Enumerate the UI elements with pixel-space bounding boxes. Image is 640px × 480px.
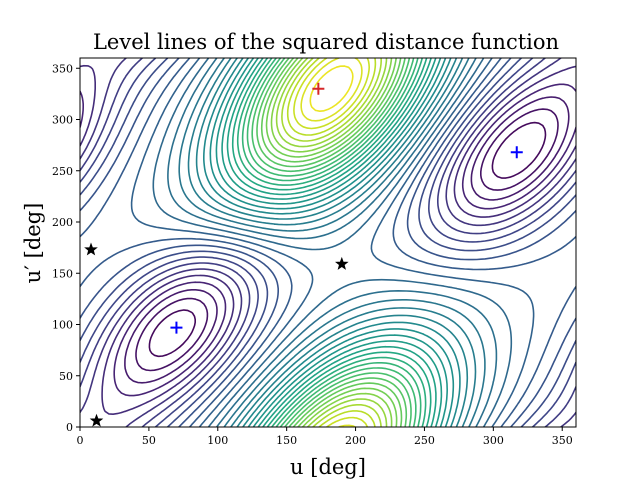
y-tick-label: 50 bbox=[59, 370, 73, 383]
contour-level bbox=[148, 121, 547, 358]
contour-level bbox=[246, 58, 417, 427]
contour-level bbox=[226, 58, 437, 427]
x-tick-label: 100 bbox=[207, 434, 228, 447]
contour-level bbox=[256, 58, 408, 427]
y-tick-label: 150 bbox=[52, 267, 73, 280]
contour-lines bbox=[80, 58, 576, 427]
contour-level bbox=[265, 58, 398, 427]
contour-level bbox=[135, 108, 559, 372]
contour-level bbox=[221, 58, 443, 427]
x-tick-label: 200 bbox=[345, 434, 366, 447]
contour-level bbox=[203, 58, 461, 427]
contour-level bbox=[80, 58, 576, 427]
plot-frame bbox=[79, 57, 577, 428]
contour-level bbox=[80, 83, 576, 397]
y-tick-label: 300 bbox=[52, 114, 73, 127]
x-tick-label: 150 bbox=[276, 434, 297, 447]
x-axis-ticks: 0 50 100 150 200 250 300 350 bbox=[77, 427, 573, 447]
x-tick-label: 250 bbox=[414, 434, 435, 447]
y-tick-label: 350 bbox=[52, 62, 73, 75]
contour-level bbox=[167, 58, 498, 427]
saddle-marker bbox=[89, 413, 104, 427]
contour-level bbox=[251, 58, 412, 427]
contour-level bbox=[80, 58, 576, 427]
x-tick-label: 0 bbox=[77, 434, 84, 447]
contour-level bbox=[187, 58, 477, 427]
maximum-marker bbox=[312, 82, 325, 95]
contour-level bbox=[260, 58, 403, 427]
contour-level bbox=[80, 64, 576, 415]
x-tick-label: 350 bbox=[552, 434, 573, 447]
contour-level bbox=[80, 58, 576, 427]
contour-level bbox=[241, 58, 422, 427]
y-tick-label: 0 bbox=[66, 421, 73, 434]
saddle-marker bbox=[84, 242, 98, 256]
y-tick-label: 200 bbox=[52, 216, 73, 229]
saddle-marker bbox=[335, 256, 349, 270]
minimum-marker bbox=[510, 146, 523, 159]
contour-level bbox=[80, 58, 576, 427]
contour-level bbox=[286, 58, 377, 427]
critical-point-markers bbox=[84, 82, 523, 427]
contour-level bbox=[236, 58, 427, 427]
contour-level bbox=[152, 58, 513, 427]
x-axis-label: u [deg] bbox=[290, 455, 366, 479]
x-tick-label: 300 bbox=[483, 434, 504, 447]
contour-level bbox=[209, 58, 455, 427]
minimum-marker bbox=[170, 321, 183, 334]
contour-level bbox=[195, 58, 469, 427]
y-axis-ticks: 0 50 100 150 200 250 300 350 bbox=[52, 62, 80, 434]
contour-level bbox=[231, 58, 432, 427]
contour-level bbox=[275, 58, 388, 427]
contour-level bbox=[281, 58, 382, 427]
y-tick-label: 100 bbox=[52, 319, 73, 332]
y-axis-label: u′ [deg] bbox=[21, 203, 45, 284]
contour-level bbox=[309, 65, 354, 112]
contour-level bbox=[80, 58, 576, 427]
x-tick-label: 50 bbox=[142, 434, 156, 447]
chart-title: Level lines of the squared distance func… bbox=[93, 30, 559, 54]
contour-level bbox=[124, 96, 570, 384]
y-tick-label: 250 bbox=[52, 165, 73, 178]
